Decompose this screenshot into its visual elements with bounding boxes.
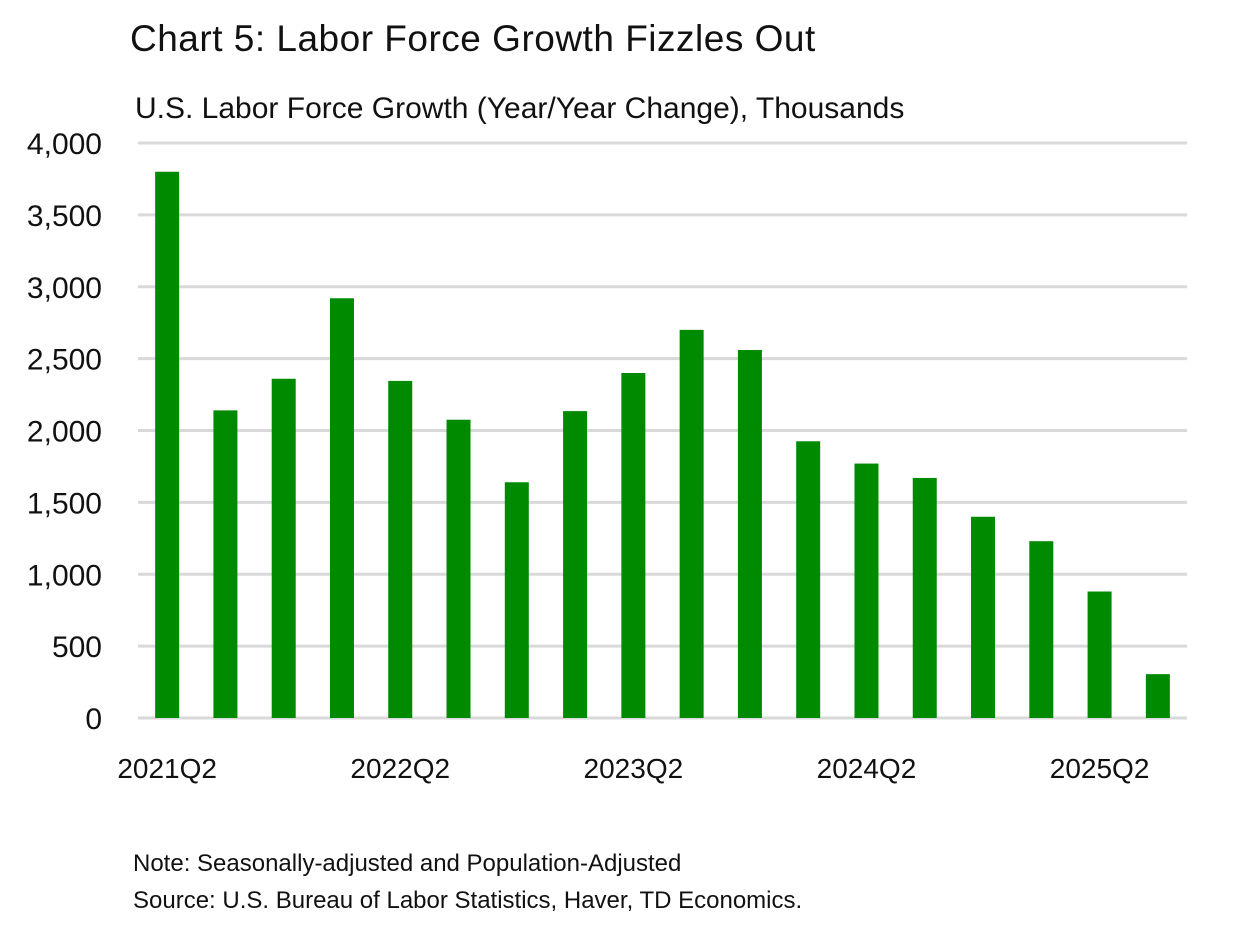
y-tick-label: 3,000 <box>27 272 102 305</box>
y-tick-label: 2,500 <box>27 344 102 377</box>
chart-subtitle: U.S. Labor Force Growth (Year/Year Chang… <box>135 92 905 125</box>
x-tick-label: 2022Q2 <box>350 753 450 784</box>
bar-2022Q4 <box>504 482 529 718</box>
chart-source: Source: U.S. Bureau of Labor Statistics,… <box>133 887 803 914</box>
y-tick-label: 1,000 <box>27 559 102 592</box>
bar-2022Q3 <box>446 419 471 718</box>
bar-2024Q2 <box>854 463 879 718</box>
y-tick-label: 1,500 <box>27 487 102 520</box>
y-tick-label: 500 <box>52 631 102 664</box>
chart-title: Chart 5: Labor Force Growth Fizzles Out <box>130 18 816 59</box>
bar-2025Q1 <box>1029 541 1054 718</box>
bar-2023Q2 <box>621 373 646 718</box>
x-tick-label: 2021Q2 <box>117 753 217 784</box>
chart-note: Note: Seasonally-adjusted and Population… <box>133 850 682 877</box>
bar-2022Q2 <box>388 380 413 718</box>
bar-2024Q4 <box>971 516 996 718</box>
bar-2023Q4 <box>737 350 762 718</box>
bar-2023Q3 <box>679 329 704 718</box>
bar-2023Q1 <box>563 411 588 718</box>
bar-2021Q2 <box>155 171 180 718</box>
bar-2021Q4 <box>271 378 296 718</box>
y-tick-label: 4,000 <box>27 128 102 161</box>
y-tick-label: 0 <box>85 703 102 736</box>
y-tick-label: 3,500 <box>27 200 102 233</box>
x-tick-label: 2025Q2 <box>1050 753 1150 784</box>
bar-chart: 0 500 1,000 1,500 2,000 2,500 3,000 3,500 4,000 2… <box>27 128 1187 784</box>
bar-2022Q1 <box>329 298 354 718</box>
bar-2024Q3 <box>912 477 937 718</box>
bar-2025Q2 <box>1087 591 1112 718</box>
x-tick-label: 2024Q2 <box>817 753 917 784</box>
y-tick-label: 2,000 <box>27 416 102 449</box>
bar-2025Q3 <box>1145 674 1170 718</box>
bar-2021Q3 <box>213 410 238 718</box>
bar-2024Q1 <box>796 441 821 718</box>
x-tick-label: 2023Q2 <box>584 753 684 784</box>
